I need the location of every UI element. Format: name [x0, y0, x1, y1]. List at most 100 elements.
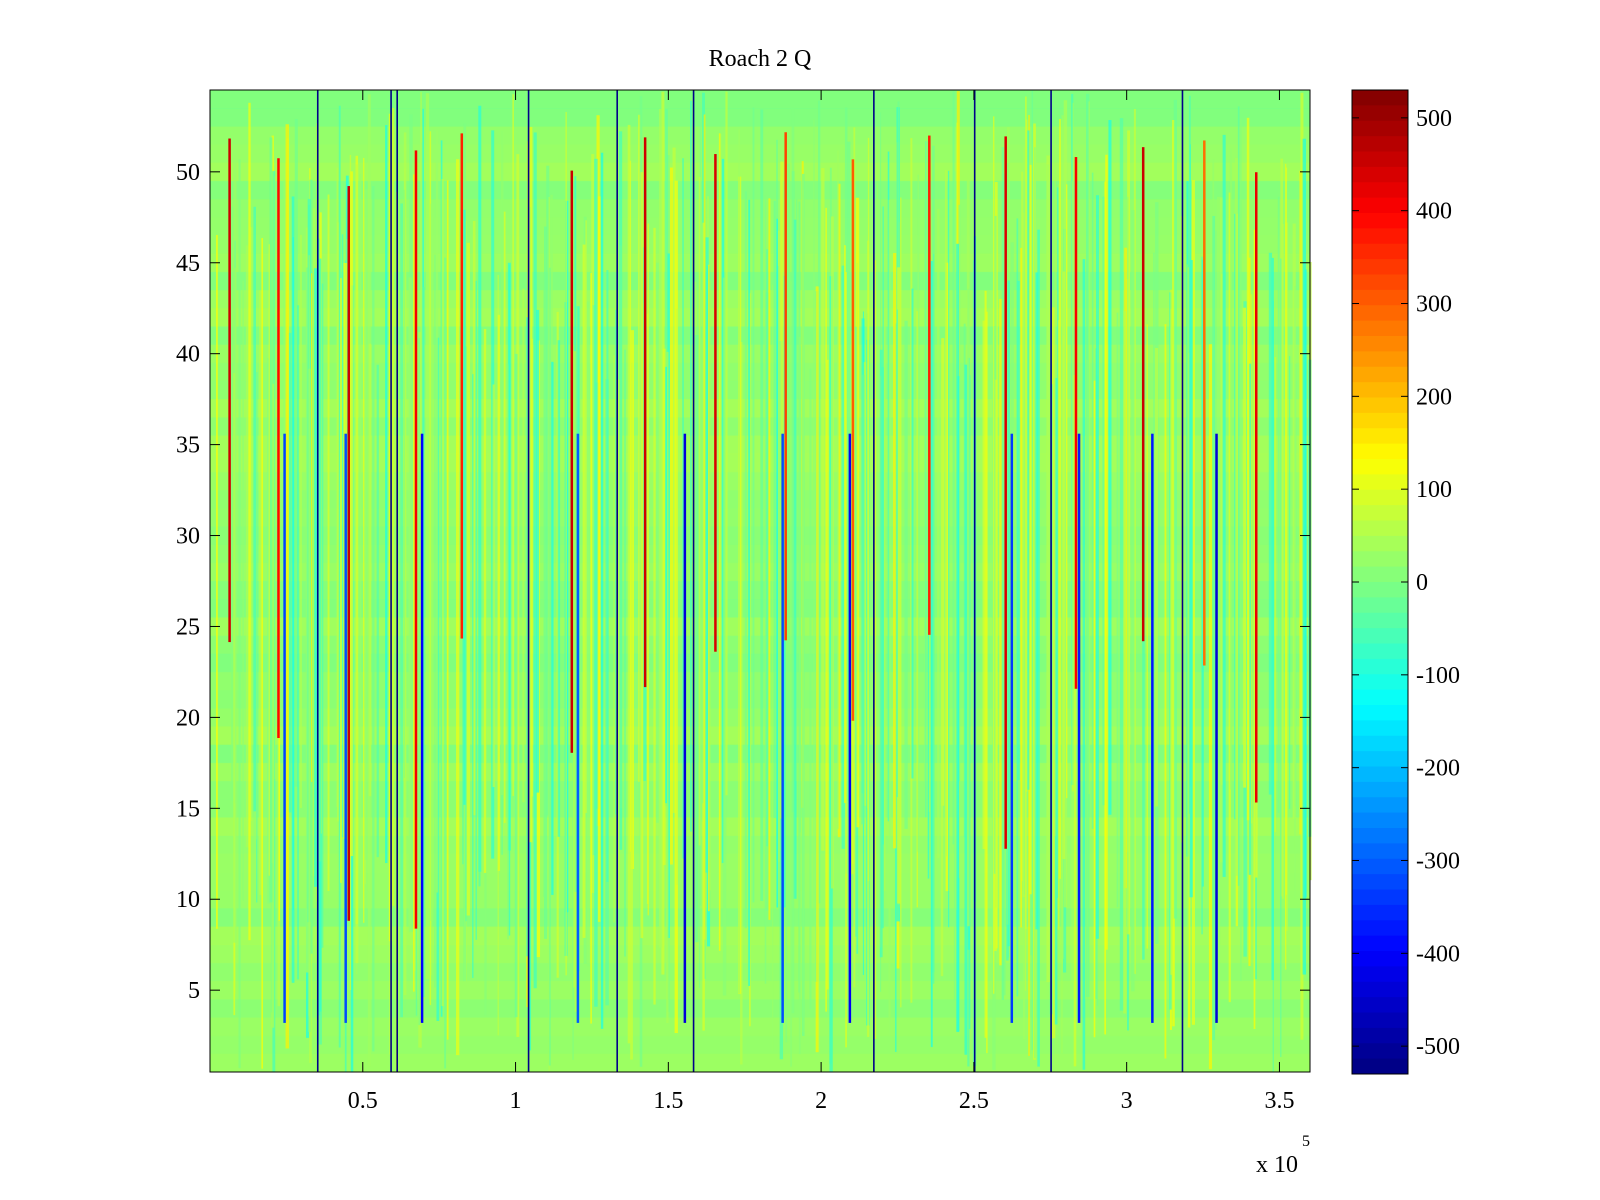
heatmap-texture-stripe — [1016, 280, 1020, 781]
heatmap-texture-stripe — [1280, 158, 1284, 897]
heatmap-texture-stripe — [722, 277, 727, 996]
heatmap-texture-stripe — [646, 313, 649, 905]
heatmap-row-band — [210, 435, 1310, 455]
heatmap-texture-stripe — [1189, 260, 1193, 898]
heatmap-texture-stripe — [472, 220, 476, 816]
heatmap-texture-stripe — [1246, 117, 1250, 821]
heatmap-texture-stripe — [613, 355, 615, 923]
heatmap-texture-stripe — [705, 237, 709, 873]
colorbar-band — [1352, 489, 1408, 506]
heatmap-row-band — [210, 653, 1310, 673]
colorbar-band — [1352, 1058, 1408, 1075]
heatmap-row-band — [210, 217, 1310, 236]
heatmap-texture-stripe — [867, 240, 870, 1037]
heatmap-row-band — [210, 999, 1310, 1018]
plot-area — [209, 89, 1312, 1073]
colorbar-band — [1352, 336, 1408, 352]
heatmap-texture-stripe — [826, 359, 829, 990]
heatmap-texture-stripe — [690, 100, 692, 832]
heatmap-texture-stripe — [1268, 252, 1273, 795]
colorbar-band — [1352, 889, 1408, 906]
colorbar-band — [1352, 289, 1408, 306]
heatmap-texture-stripe — [897, 267, 901, 904]
heatmap-texture-stripe — [874, 260, 877, 1039]
heatmap-row-band — [210, 144, 1310, 164]
heatmap-row-band — [210, 290, 1310, 309]
y-tick-label: 50 — [176, 160, 200, 186]
y-axis: 5 10 15 20 25 30 35 40 45 50 — [176, 160, 1310, 1004]
colorbar-tick-label: 300 — [1416, 292, 1452, 318]
colorbar-band — [1352, 459, 1408, 475]
heatmap-texture-stripe — [682, 158, 684, 859]
heatmap-texture-stripe — [845, 272, 847, 1048]
heatmap-texture-stripe — [772, 284, 774, 1052]
heatmap-texture-stripe — [285, 124, 289, 1049]
chart-title: Roach 2 Q — [709, 46, 812, 72]
heatmap-blue-stripe — [1215, 433, 1218, 1023]
heatmap-texture-stripe — [882, 206, 884, 845]
colorbar-tick-label: -200 — [1416, 756, 1460, 782]
heatmap-dark-stripe — [692, 90, 695, 1072]
heatmap-texture-stripe — [776, 218, 778, 908]
heatmap-texture-stripe — [1234, 157, 1238, 876]
heatmap-texture-stripe — [1289, 356, 1291, 809]
colorbar-band — [1352, 412, 1408, 429]
heatmap-texture-stripe — [699, 102, 702, 906]
heatmap-texture-stripe — [1022, 147, 1026, 1040]
heatmap-texture-stripe — [702, 222, 705, 1031]
heatmap-texture-stripe — [638, 114, 641, 782]
heatmap-texture-stripe — [511, 294, 513, 784]
heatmap-texture-stripe — [1035, 272, 1039, 930]
heatmap-texture-stripe — [837, 183, 841, 838]
y-tick-label: 35 — [176, 433, 200, 459]
heatmap-texture-stripe — [1292, 223, 1296, 819]
colorbar-band — [1352, 243, 1408, 260]
heatmap-texture-stripe — [887, 151, 890, 822]
heatmap-row-band — [210, 362, 1310, 382]
colorbar-band — [1352, 535, 1408, 552]
heatmap-row-band — [210, 871, 1310, 891]
heatmap-texture-stripe — [999, 298, 1002, 966]
heatmap-texture-stripe — [917, 174, 920, 852]
heatmap-dark-stripe — [873, 90, 875, 1072]
heatmap-texture-stripe — [653, 227, 656, 1005]
y-tick-label: 25 — [176, 614, 200, 640]
heatmap-row-band — [210, 981, 1310, 1000]
heatmap-texture-stripe — [359, 173, 362, 872]
heatmap-texture-stripe — [1091, 172, 1094, 829]
heatmap-texture-stripe — [904, 320, 908, 829]
heatmap-texture-stripe — [986, 311, 988, 1054]
heatmap-texture-stripe — [662, 348, 666, 866]
colorbar-tick-label: 100 — [1416, 477, 1452, 503]
heatmap-blue-stripe — [420, 433, 424, 1023]
heatmap-texture-stripe — [305, 227, 310, 973]
heatmap-texture-stripe — [434, 254, 436, 988]
colorbar-band — [1352, 766, 1408, 783]
heatmap-blue-stripe — [683, 433, 687, 1023]
heatmap-texture-stripe — [744, 191, 747, 929]
heatmap-texture-stripe — [429, 131, 432, 1006]
heatmap-red-stripe — [714, 154, 717, 652]
heatmap-texture-stripe — [740, 341, 743, 1065]
colorbar-band — [1352, 505, 1408, 521]
heatmap-texture-stripe — [861, 374, 865, 825]
heatmap-row-band — [210, 762, 1310, 782]
heatmap-texture-stripe — [1280, 258, 1282, 1057]
heatmap-texture-stripe — [700, 337, 703, 822]
heatmap-red-stripe — [851, 159, 855, 721]
x-tick-label: 2.5 — [959, 1088, 989, 1114]
heatmap-texture-stripe — [855, 197, 860, 828]
heatmap-texture-stripe — [327, 194, 330, 891]
plot-frame — [209, 89, 1311, 1073]
heatmap-texture-stripe — [1170, 289, 1172, 975]
y-tick-label: 5 — [188, 978, 200, 1004]
heatmap-texture-stripe — [1046, 164, 1050, 924]
heatmap-texture-stripe — [1034, 147, 1036, 1059]
heatmap-dark-stripe — [1181, 90, 1184, 1072]
heatmap-texture-stripe — [314, 268, 318, 887]
heatmap-texture-stripe — [1054, 126, 1056, 837]
heatmap-row-band — [210, 326, 1310, 346]
heatmap-texture-stripe — [463, 209, 466, 805]
heatmap-texture-stripe — [478, 210, 481, 887]
heatmap-texture-stripe — [738, 129, 740, 994]
